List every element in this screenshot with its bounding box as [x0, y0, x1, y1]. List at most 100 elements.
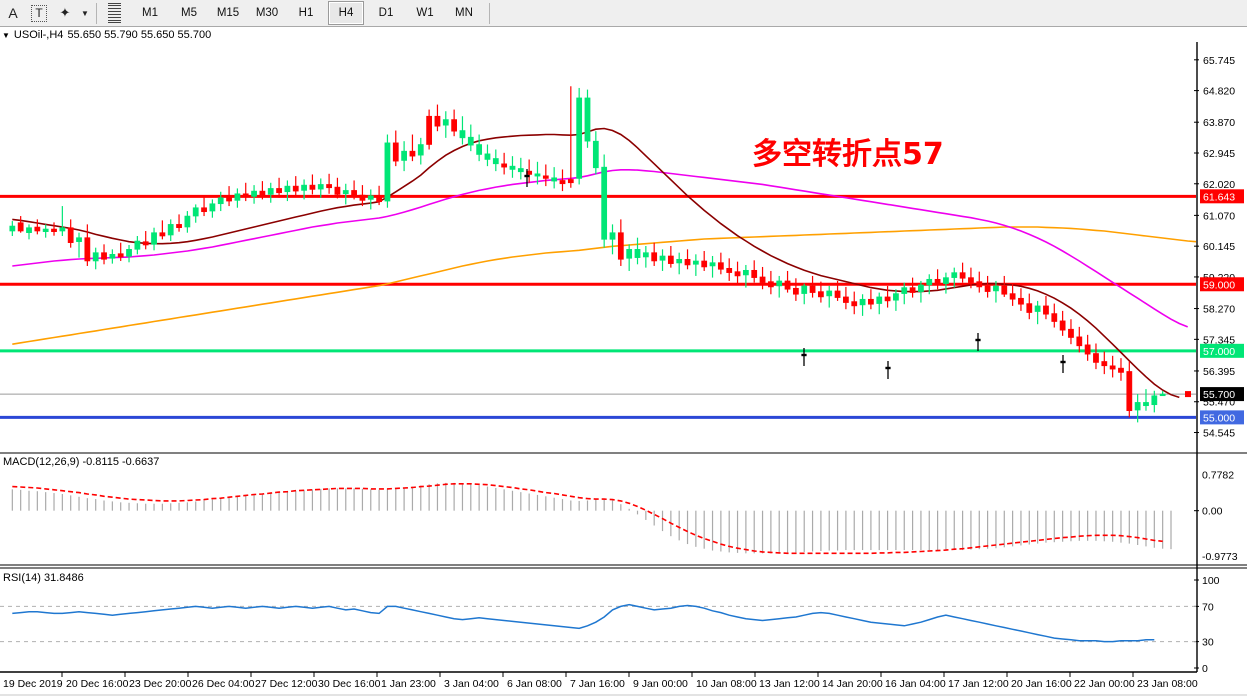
- time-axis-label: 13 Jan 12:00: [759, 678, 820, 690]
- candle-body: [959, 272, 966, 279]
- candle-body: [818, 291, 824, 298]
- symbol-info-bar: ▼ USOil-,H4 55.650 55.790 55.650 55.700: [0, 28, 1247, 42]
- price-axis-label: 54.545: [1203, 428, 1235, 440]
- candle-body: [676, 259, 683, 264]
- candle-body: [559, 180, 566, 185]
- rsi-line: [12, 603, 1155, 643]
- timeframe-mn[interactable]: MN: [455, 7, 473, 19]
- candle-body: [376, 195, 382, 203]
- macd-title: MACD(12,26,9) -0.8115 -0.6637: [3, 456, 159, 468]
- price-tag-text: 61.643: [1203, 191, 1235, 203]
- main-toolbar: A T ✦ ▼ M1 M5 M15 M30 H1 H4 D1 W1 MN: [0, 0, 1247, 27]
- candle-body: [384, 142, 391, 202]
- chart-annotation: 多空转折点57: [752, 137, 944, 172]
- price-tag-pivot-57000[interactable]: 57.000: [1200, 343, 1244, 358]
- candle-body: [1118, 367, 1124, 373]
- time-axis-label: 10 Jan 08:00: [696, 678, 757, 690]
- time-axis-label: 16 Jan 04:00: [885, 678, 946, 690]
- doji-candle: [975, 333, 981, 351]
- price-tag-support-55000[interactable]: 55.000: [1200, 410, 1244, 425]
- candle-body: [76, 237, 82, 242]
- candle-body: [601, 166, 608, 240]
- ruler-icon[interactable]: [101, 2, 127, 25]
- candle-body: [217, 197, 224, 205]
- chart-background: [0, 42, 1247, 696]
- price-tag-box: [1200, 410, 1244, 425]
- price-tag-box: [1200, 277, 1244, 292]
- price-axis-label: 65.745: [1203, 55, 1235, 67]
- price-tag-last-price-55700[interactable]: 55.700: [1200, 387, 1244, 402]
- timeframe-m15[interactable]: M15: [216, 7, 240, 19]
- candle-body: [84, 237, 91, 262]
- price-chart-svg[interactable]: 65.745 64.820 63.870 62.945 62.020 61.070 60.1…: [0, 42, 1247, 696]
- candle-body: [417, 144, 424, 156]
- candle-body: [1026, 303, 1033, 313]
- time-axis-label: 9 Jan 00:00: [633, 678, 688, 690]
- candle-body: [226, 197, 232, 202]
- objects-tool-icon[interactable]: ✦: [59, 5, 71, 20]
- candle-body: [59, 227, 66, 232]
- timeframe-d1[interactable]: D1: [378, 7, 394, 19]
- candle-body: [759, 276, 766, 283]
- timeframe-group: M1 M5 M15 M30 H1 H4 D1 W1 MN: [133, 1, 481, 25]
- timeframe-m5[interactable]: M5: [181, 7, 197, 19]
- candle-body: [159, 232, 166, 237]
- candle-body: [451, 119, 458, 132]
- time-axis-label: 23 Jan 08:00: [1137, 678, 1198, 690]
- time-axis-label: 20 Dec 16:00: [66, 678, 129, 690]
- ohlc-values: 55.650 55.790 55.650 55.700: [67, 29, 212, 41]
- candle-body: [1018, 297, 1024, 305]
- price-tag-box: [1200, 189, 1244, 204]
- candle-body: [401, 150, 407, 161]
- candle-body: [442, 119, 449, 126]
- candle-body: [1001, 285, 1008, 295]
- candle-body: [34, 226, 41, 232]
- candle-body: [1051, 313, 1058, 322]
- candle-body: [9, 225, 16, 232]
- doji-candle: [524, 169, 530, 187]
- candle-body: [167, 224, 174, 236]
- label-tool-icon[interactable]: T: [26, 2, 52, 25]
- rsi-title: RSI(14) 31.8486: [3, 572, 84, 584]
- candle-body: [1159, 393, 1166, 397]
- candle-body: [684, 259, 691, 266]
- timeframe-h1[interactable]: H1: [298, 7, 314, 19]
- candle-body: [692, 260, 699, 265]
- candle-body: [868, 298, 874, 305]
- doji-candle: [801, 348, 807, 366]
- candle-body: [976, 281, 983, 288]
- macd-axis-label: -0.9773: [1202, 551, 1238, 563]
- candle-body: [501, 163, 508, 168]
- timeframe-w1[interactable]: W1: [416, 7, 434, 19]
- candle-body: [826, 290, 833, 297]
- candle-body: [784, 280, 791, 290]
- time-axis-label: 17 Jan 12:00: [948, 678, 1009, 690]
- timeframe-m30[interactable]: M30: [255, 7, 279, 19]
- candle-body: [259, 190, 266, 196]
- candle-body: [1093, 353, 1099, 363]
- rsi-axis-label: 70: [1202, 601, 1214, 613]
- candle-body: [1076, 336, 1083, 347]
- candle-body: [517, 168, 524, 173]
- price-tag-resistance-59000[interactable]: 59.000: [1200, 277, 1244, 292]
- candle-body: [809, 285, 816, 293]
- candle-body: [42, 228, 49, 232]
- time-axis-label: 19 Dec 2019: [3, 678, 63, 690]
- chevron-down-icon[interactable]: ▼: [81, 8, 89, 18]
- candle-body: [943, 277, 949, 284]
- chart-area[interactable]: 65.745 64.820 63.870 62.945 62.020 61.070 60.1…: [0, 42, 1247, 696]
- timeframe-h4[interactable]: H4: [328, 1, 364, 25]
- candle-body: [1059, 320, 1066, 331]
- time-axis-label: 7 Jan 16:00: [570, 678, 625, 690]
- candle-body: [117, 253, 124, 258]
- collapse-caret-icon[interactable]: ▼: [2, 30, 10, 40]
- candle-body: [1043, 305, 1049, 315]
- text-tool-icon[interactable]: A: [8, 5, 18, 21]
- candle-body: [801, 285, 808, 294]
- candle-body: [142, 241, 149, 246]
- candle-body: [51, 228, 57, 232]
- price-tag-resistance-61643[interactable]: 61.643: [1200, 189, 1244, 204]
- timeframe-m1[interactable]: M1: [142, 7, 158, 19]
- price-axis-label: 57.345: [1203, 334, 1235, 346]
- candle-body: [276, 188, 282, 194]
